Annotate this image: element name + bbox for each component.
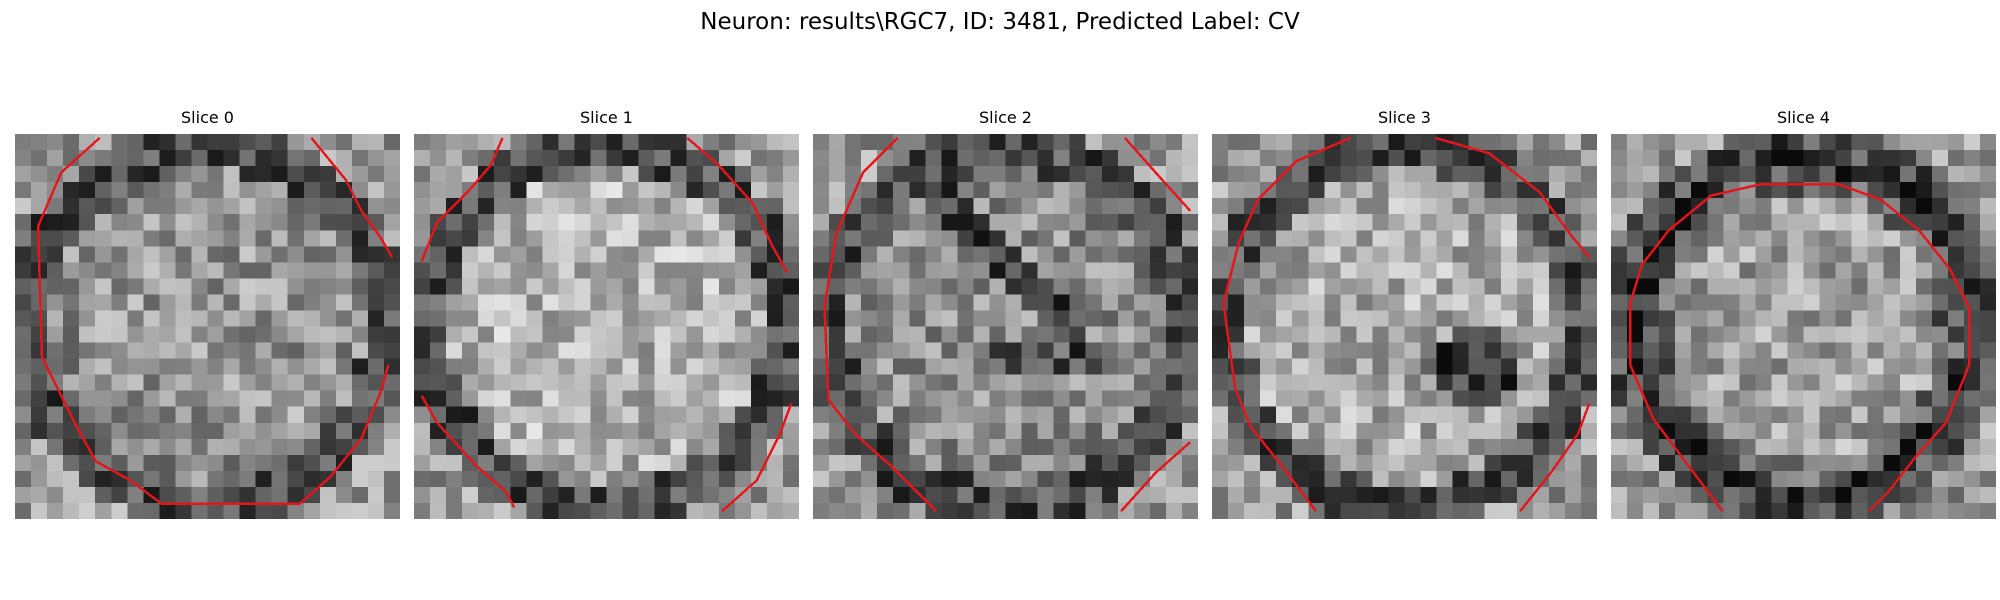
slice-image xyxy=(1611,134,1996,519)
slice-image xyxy=(15,134,400,519)
slice-title: Slice 2 xyxy=(813,108,1198,128)
slice-panel-1: Slice 1 xyxy=(414,108,799,522)
slice-panel-2: Slice 2 xyxy=(813,108,1198,522)
slice-panel-0: Slice 0 xyxy=(15,108,400,522)
slice-panel-3: Slice 3 xyxy=(1212,108,1597,522)
slice-title: Slice 3 xyxy=(1212,108,1597,128)
slice-image xyxy=(414,134,799,519)
slice-image xyxy=(1212,134,1597,519)
slice-image xyxy=(813,134,1198,519)
slice-title: Slice 0 xyxy=(15,108,400,128)
slice-title: Slice 1 xyxy=(414,108,799,128)
slice-title: Slice 4 xyxy=(1611,108,1996,128)
figure-title: Neuron: results\RGC7, ID: 3481, Predicte… xyxy=(0,8,2000,36)
slice-panel-4: Slice 4 xyxy=(1611,108,1996,522)
